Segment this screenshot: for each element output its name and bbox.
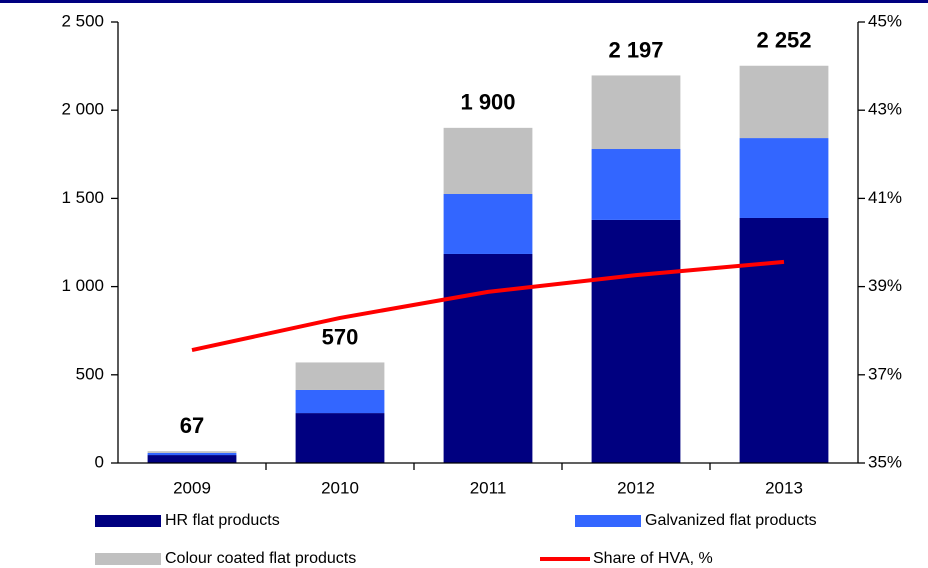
bar-segment [739,138,829,218]
y-tick-label: 2 500 [61,11,104,30]
bar-segment [739,65,829,139]
x-tick-label: 2009 [173,478,211,497]
y-tick-label: 1 500 [61,188,104,207]
y2-tick-label: 43% [868,100,902,119]
legend-swatch [95,515,161,527]
y2-tick-label: 35% [868,452,902,471]
bar-segment [591,219,681,463]
bar-segment [295,362,385,390]
bar-segment [443,193,533,254]
y2-tick-label: 41% [868,188,902,207]
bar-segment [295,389,385,414]
bar-segment [295,413,385,463]
y2-tick-label: 45% [868,11,902,30]
legend-swatch [95,553,161,565]
y2-tick-label: 37% [868,364,902,383]
bar-segment [739,217,829,463]
x-tick-label: 2010 [321,478,359,497]
y-tick-label: 1 000 [61,276,104,295]
legend-swatch [575,515,641,527]
bar-segment [443,253,533,463]
y-tick-label: 2 000 [61,100,104,119]
line-series [191,259,785,353]
bar-segment [147,451,237,453]
bar-segment [147,452,237,456]
legend-label: Share of HVA, % [593,550,713,567]
total-label: 2 197 [608,37,663,62]
total-label: 2 252 [756,28,811,53]
bar-segment [591,149,681,220]
bar-segment [591,75,681,150]
y-tick-label: 500 [76,364,104,383]
total-label: 1 900 [460,90,515,115]
y-tick-label: 0 [95,452,104,471]
bar-segment [147,455,237,463]
bar-segment [443,127,533,194]
legend-label: Colour coated flat products [165,550,356,567]
x-tick-label: 2013 [765,478,803,497]
top-rule [0,0,928,3]
x-tick-label: 2012 [617,478,655,497]
legend-label: Galvanized flat products [645,512,817,529]
total-label: 67 [180,413,204,438]
y2-tick-label: 39% [868,276,902,295]
total-label: 570 [322,324,359,349]
legend-label: HR flat products [165,512,280,529]
x-tick-label: 2011 [470,478,507,497]
